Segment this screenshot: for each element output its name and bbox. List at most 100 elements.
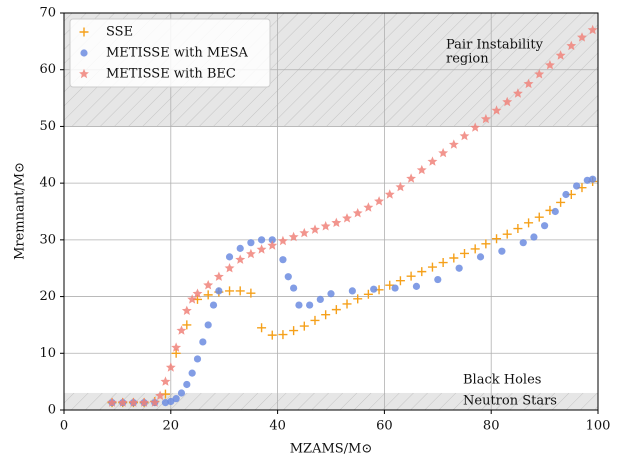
star-marker [278,235,288,246]
circle-marker [498,247,506,255]
plus-marker [267,330,277,340]
circle-marker [236,244,244,252]
circle-marker [295,301,303,309]
star-marker [395,181,406,192]
star-marker [342,213,352,223]
circle-marker [279,256,287,264]
x-tick-label: 60 [376,419,393,434]
star-marker [545,60,555,70]
plus-marker [321,310,331,320]
plus-marker [470,244,480,254]
star-marker [246,248,256,259]
star-marker [155,390,166,400]
plus-marker [203,290,213,300]
series [108,175,597,407]
legend-label: METISSE with MESA [106,46,249,61]
plus-marker [534,212,544,222]
plus-marker [502,229,512,239]
plus-marker [385,280,395,290]
star-marker [310,224,320,234]
circle-marker [268,236,276,244]
plus-marker [363,289,373,299]
star-marker [107,397,117,407]
star-marker [491,105,502,115]
plus-marker [278,330,288,340]
star-marker [320,221,331,231]
plus-marker [460,248,469,258]
plus-marker [289,326,299,336]
plus-marker [299,321,309,331]
star-marker [187,294,198,304]
circle-marker [589,175,597,183]
star-marker [534,69,545,79]
star-marker [577,32,587,42]
shaded-region [64,392,598,410]
plus-marker [257,323,267,333]
circle-marker [583,176,591,184]
star-marker [171,342,182,352]
plus-marker [438,258,448,268]
star-marker [192,288,203,298]
circle-marker [199,338,207,346]
star-marker [523,78,534,89]
x-tick-label: 80 [483,419,500,434]
star-marker [267,240,278,250]
star-marker [181,305,192,315]
circle-marker [161,399,170,407]
plus-marker [246,288,256,298]
x-axis-label: MZAMS/M⊙ [290,442,373,457]
circle-marker [551,207,559,216]
star-marker [160,376,171,386]
circle-marker [193,355,202,363]
star-marker [406,173,416,183]
circle-marker [306,301,314,309]
plus-marker [331,305,341,315]
star-marker [79,68,89,79]
circle-marker [209,301,218,309]
circle-marker [519,239,527,247]
circle-marker [476,253,485,261]
star-marker [566,40,577,51]
plus-marker [556,197,566,207]
star-marker [448,139,459,149]
plot-frame [63,12,599,411]
plus-marker [513,224,523,234]
legend-box [69,18,271,88]
x-tick-label: 20 [163,419,180,434]
y-tick-label: 10 [39,346,56,361]
plus-marker [524,218,534,228]
circle-marker [172,395,180,403]
annotation: Black Holes [463,372,541,387]
circle-marker [215,287,223,295]
circle-marker [290,284,298,292]
circle-marker [370,285,378,293]
x-tick-label: 0 [60,419,68,434]
plus-marker [225,286,235,296]
plus-marker [406,271,416,281]
circle-marker [391,284,399,292]
circle-marker [204,321,212,329]
circle-marker [80,49,88,57]
star-marker [587,24,598,35]
circle-marker [188,369,196,377]
region-label: region [446,52,489,67]
star-marker [165,362,176,372]
circle-marker [257,236,266,244]
plus-marker [492,234,502,244]
x-tick-label: 40 [269,419,286,434]
plus-marker [235,286,245,296]
star-marker [224,263,235,273]
star-marker [513,88,523,98]
region-label: Pair Instability [446,38,544,53]
plus-marker [417,267,427,277]
star-marker [555,50,566,60]
y-tick-label: 70 [39,6,56,21]
circle-marker [327,290,335,298]
star-marker [139,397,149,407]
circle-marker [284,273,292,281]
legend-label: SSE [106,25,133,40]
circle-marker [348,287,356,295]
star-marker [288,231,299,242]
star-marker [459,130,470,141]
